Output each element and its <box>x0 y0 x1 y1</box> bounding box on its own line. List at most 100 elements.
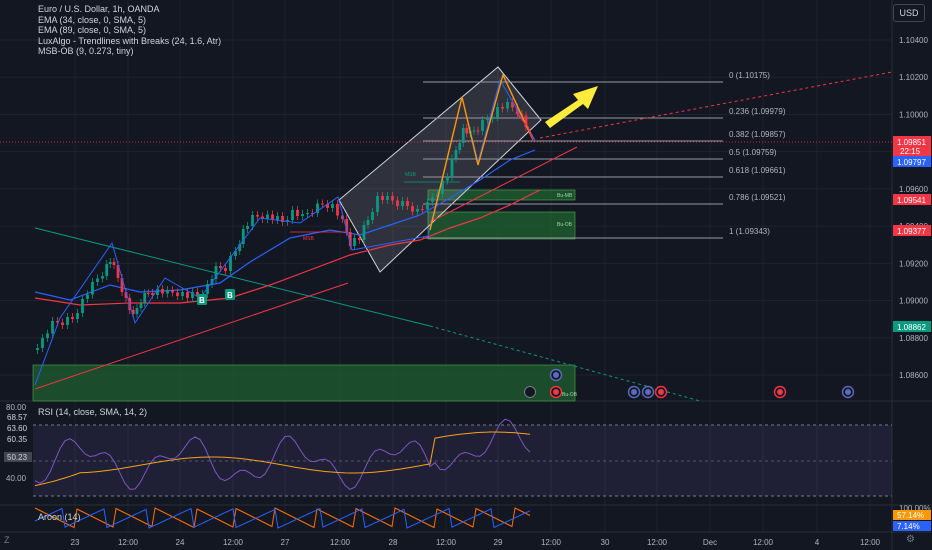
flag-icon <box>645 389 651 395</box>
candle-body <box>219 266 222 268</box>
candle-body <box>61 322 64 325</box>
bullish-arrow-annotation[interactable] <box>545 86 598 128</box>
z-icon[interactable]: Z <box>4 535 10 545</box>
price-tick-label: 1.10000 <box>899 110 928 119</box>
candle-body <box>486 119 489 120</box>
price-badge-label: 1.09541 <box>897 196 926 205</box>
fib-level-label: 1 (1.09343) <box>729 227 770 236</box>
candle-body <box>511 102 514 108</box>
candle-body <box>458 143 462 150</box>
rsi-value-label: 63.60 <box>7 424 28 433</box>
rsi-value-label: 60.35 <box>7 435 28 444</box>
flag-icon <box>845 389 851 395</box>
time-tick-label: 12:00 <box>118 538 139 547</box>
price-tick-label: 1.10200 <box>899 73 928 82</box>
candle-body <box>186 292 189 298</box>
candle-body <box>96 278 99 282</box>
candle-body <box>411 206 414 212</box>
aroon-value-label: 57.14% <box>897 511 924 520</box>
legend-ema89[interactable]: EMA (89, close, 0, SMA, 5) <box>38 25 147 36</box>
candle-body <box>506 102 509 109</box>
candle-body <box>441 180 444 194</box>
candle-body <box>481 120 484 131</box>
candle-body <box>181 292 184 296</box>
price-badge <box>893 194 931 205</box>
aroon-tick-label: 100.00% <box>899 504 931 513</box>
time-tick-label: 12:00 <box>330 538 351 547</box>
candle-body <box>472 130 476 132</box>
candle-body <box>229 256 232 271</box>
time-tick-label: 30 <box>601 538 610 547</box>
time-tick-label: Dec <box>703 538 717 547</box>
candle-body <box>171 290 174 293</box>
time-tick-label: 24 <box>176 538 185 547</box>
candle-body <box>120 278 124 292</box>
rsi-value-label: 50.23 <box>7 453 28 462</box>
flag-icon <box>658 389 664 395</box>
fib-level-label: 0.786 (1.09521) <box>729 193 786 202</box>
candle-body <box>256 215 259 217</box>
candle-body <box>36 348 39 350</box>
aroon-legend[interactable]: Aroon (14) <box>38 512 81 522</box>
currency-button[interactable]: USD <box>893 4 925 22</box>
candle-body <box>214 266 218 279</box>
aroon-down-line <box>34 507 531 529</box>
candle-body <box>66 317 69 325</box>
candle-body <box>421 209 424 210</box>
price-badge-label: 1.09377 <box>897 227 926 236</box>
legend-ema34[interactable]: EMA (34, close, 0, SMA, 5) <box>38 14 147 25</box>
candle-body <box>524 115 528 127</box>
candle-body <box>406 201 409 206</box>
candle-body <box>176 292 179 296</box>
candle-body <box>238 244 242 251</box>
candle-body <box>246 226 249 229</box>
candle-body <box>476 130 480 132</box>
candle-body <box>446 177 449 181</box>
lightning-icon[interactable] <box>524 386 536 398</box>
buy-marker[interactable] <box>197 294 207 305</box>
rsi-ma-line <box>34 431 531 487</box>
candle-body <box>454 150 458 159</box>
candle-body <box>426 202 429 210</box>
symbol-title[interactable]: Euro / U.S. Dollar, 1h, OANDA <box>38 4 160 14</box>
candle-body <box>224 268 227 271</box>
legend-msb-ob[interactable]: MSB-OB (9, 0.273, tiny) <box>38 46 134 57</box>
indicator-legend[interactable]: Euro / U.S. Dollar, 1h, OANDA EMA (34, c… <box>38 4 221 57</box>
candle-body <box>376 196 379 212</box>
buy-marker[interactable] <box>225 289 235 300</box>
bearish-arrow-annotation[interactable] <box>515 111 534 141</box>
flag-icon <box>631 389 637 395</box>
candle-body <box>276 216 279 220</box>
aroon-value-badge <box>893 521 931 531</box>
aroon-value-label: 7.14% <box>897 522 920 531</box>
candle-body <box>206 284 209 294</box>
ema-89-line <box>34 189 541 306</box>
candle-body <box>46 333 49 338</box>
rsi-value-badge <box>4 452 32 462</box>
fib-level-label: 0.618 (1.09661) <box>729 166 786 175</box>
candle-body <box>301 214 304 216</box>
time-tick-label: 12:00 <box>647 538 668 547</box>
candle-body <box>41 338 44 348</box>
candle-body <box>271 214 274 220</box>
candle-body <box>124 292 128 298</box>
candle-body <box>234 251 237 256</box>
candle-body <box>381 196 384 200</box>
time-tick-label: 12:00 <box>860 538 881 547</box>
candle-body <box>86 294 89 299</box>
candle-body <box>401 201 404 206</box>
rsi-value-label: 68.57 <box>7 413 28 422</box>
legend-trendlines[interactable]: LuxAlgo - Trendlines with Breaks (24, 1.… <box>38 35 222 46</box>
candle-body <box>135 308 139 314</box>
gear-icon[interactable]: ⚙ <box>906 534 915 545</box>
fib-level-label: 0 (1.10175) <box>729 71 770 80</box>
time-tick-label: 4 <box>815 538 820 547</box>
rsi-legend[interactable]: RSI (14, close, SMA, 14, 2) <box>38 407 148 417</box>
candle-body <box>191 292 194 298</box>
rsi-value-badge <box>4 423 32 433</box>
candle-body <box>166 290 169 294</box>
trendline-up <box>34 282 349 390</box>
price-badge-label: 1.08862 <box>897 323 926 332</box>
candle-body <box>161 289 164 294</box>
